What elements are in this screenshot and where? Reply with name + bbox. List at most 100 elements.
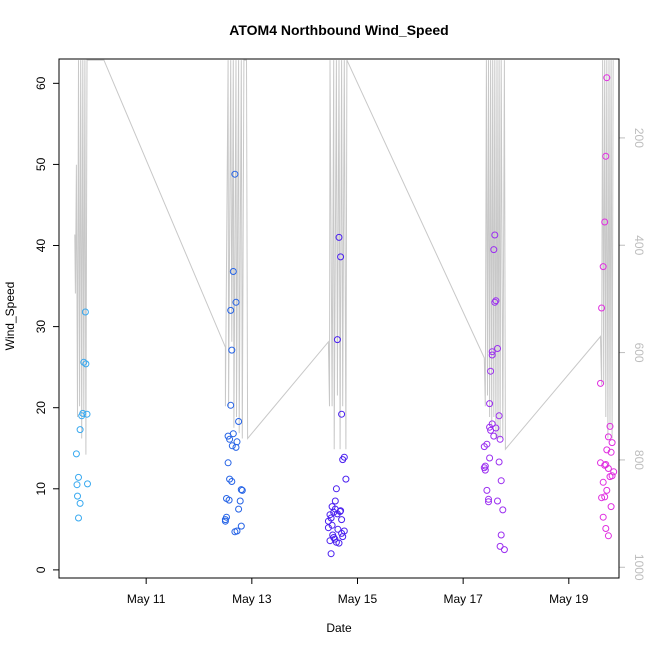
data-point [80, 358, 88, 366]
data-point [227, 401, 235, 409]
data-point [229, 268, 237, 275]
data-point [237, 486, 245, 494]
chart-title: ATOM4 Northbound Wind_Speed [229, 22, 448, 38]
data-point [76, 426, 84, 434]
data-point [492, 424, 500, 432]
x-tick-label: May 17 [443, 592, 483, 606]
data-point [485, 498, 492, 506]
data-point [598, 304, 606, 312]
data-point [488, 348, 496, 356]
data-point [223, 513, 230, 521]
data-point [485, 495, 492, 503]
data-point [491, 231, 499, 239]
data-point [495, 412, 503, 420]
data-point [228, 478, 236, 485]
y-tick-label: 60 [34, 76, 48, 90]
data-point [227, 306, 235, 314]
plot-frame [58, 58, 620, 579]
data-point [231, 528, 239, 536]
data-point [480, 464, 488, 472]
data-point [236, 497, 244, 505]
data-point [224, 459, 232, 467]
data-point [329, 531, 337, 539]
data-point [75, 473, 82, 481]
data-point [607, 503, 615, 511]
data-point [340, 453, 348, 461]
y2-tick-label: 200 [632, 128, 646, 148]
data-point [324, 517, 332, 525]
data-point [235, 418, 243, 425]
data-point [334, 525, 342, 533]
data-point [84, 480, 91, 488]
data-point [491, 298, 499, 306]
data-point [74, 492, 81, 500]
data-point [232, 443, 240, 451]
data-point [327, 550, 335, 558]
data-point [226, 435, 234, 443]
data-point [599, 478, 607, 486]
data-point [328, 521, 336, 529]
y-tick-label: 50 [34, 157, 48, 171]
data-point [601, 218, 609, 226]
data-point [83, 410, 91, 418]
data-point [496, 435, 504, 443]
data-point [597, 379, 604, 387]
data-point [494, 345, 501, 352]
data-point [335, 539, 343, 547]
x-tick-label: May 11 [127, 592, 166, 606]
data-point [73, 481, 81, 489]
data-point [601, 461, 609, 469]
data-point [608, 472, 616, 480]
data-point [338, 410, 346, 418]
y-tick-label: 0 [34, 566, 48, 573]
data-point [603, 74, 611, 82]
data-point [492, 297, 500, 305]
data-point [332, 485, 340, 493]
data-point [496, 542, 504, 550]
data-point [598, 494, 606, 502]
data-point [500, 546, 508, 554]
data-point [326, 511, 334, 519]
y-tick-label: 20 [34, 401, 48, 415]
data-point [606, 422, 614, 430]
y-tick-label: 10 [34, 482, 48, 496]
data-point [335, 233, 343, 241]
data-point [599, 263, 607, 271]
data-point [490, 246, 498, 254]
data-point [490, 432, 498, 440]
data-point [235, 505, 243, 513]
data-point [229, 430, 237, 438]
data-point [226, 475, 234, 483]
depth-line-layer [74, 59, 614, 455]
data-point [225, 496, 233, 504]
data-point [497, 477, 505, 485]
depth-line [74, 59, 614, 455]
data-point [601, 493, 609, 501]
y2-tick-label: 1000 [632, 554, 646, 581]
data-point [75, 514, 82, 522]
data-point [331, 497, 339, 505]
data-point [610, 468, 618, 476]
data-point [487, 367, 495, 375]
data-point [483, 486, 491, 494]
data-point [221, 517, 229, 525]
data-point [488, 420, 496, 428]
y-tick-label: 40 [34, 239, 48, 253]
data-point [76, 499, 84, 507]
data-point [486, 400, 494, 408]
data-point [603, 486, 611, 494]
y2-tick-label: 800 [632, 450, 646, 470]
data-point [82, 360, 90, 368]
data-point [81, 308, 89, 316]
x-axis-label: Date [326, 621, 352, 635]
data-point [232, 298, 240, 306]
data-point [486, 454, 494, 462]
data-point [342, 475, 350, 483]
data-point [602, 152, 610, 160]
points-layer [72, 74, 618, 558]
data-point [604, 532, 612, 540]
data-point [608, 439, 616, 447]
data-point [599, 513, 607, 521]
